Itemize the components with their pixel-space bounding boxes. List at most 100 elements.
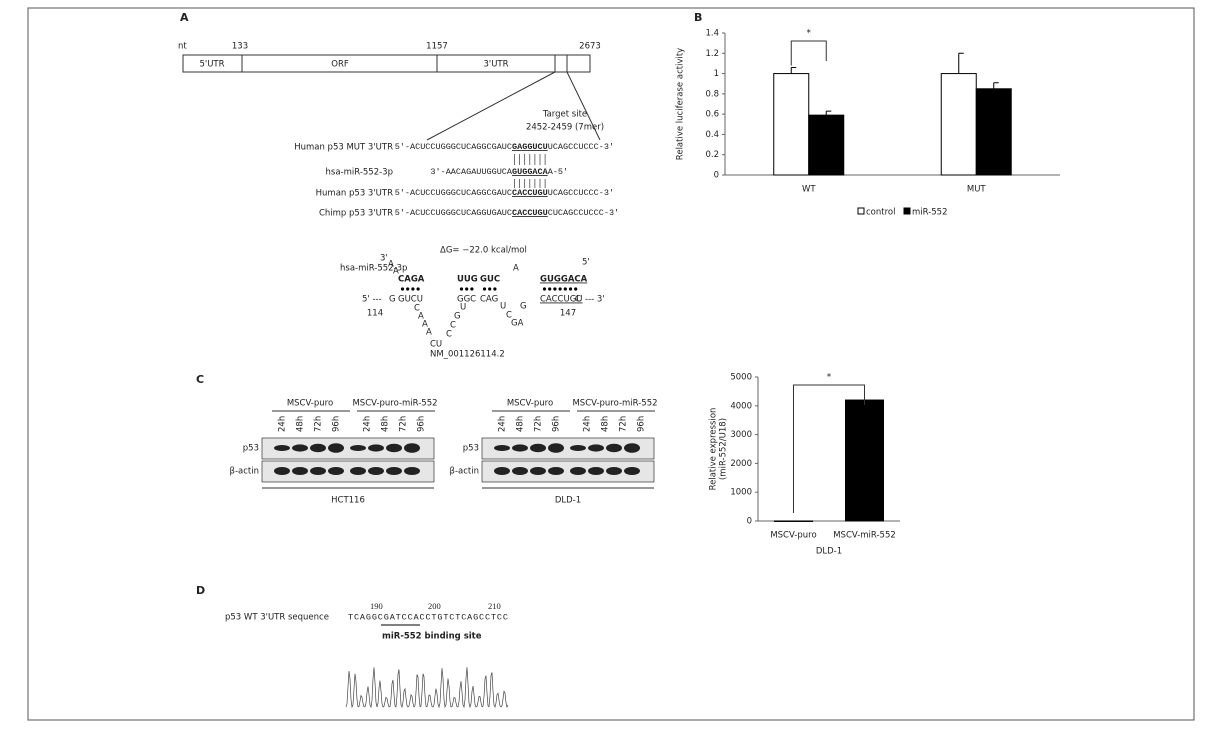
cell-label: DLD-1 (555, 496, 581, 506)
seq-motif: CACCUGU (512, 188, 548, 198)
pair-dot (574, 287, 578, 291)
row-label: β-actin (450, 467, 479, 477)
structure: hsa-miR-552-3p ΔG= −22.0 kcal/mol 114 14… (340, 246, 605, 360)
seq-motif: GAGGUCU (512, 142, 548, 152)
band (310, 467, 326, 475)
lane-label: 96h (552, 416, 562, 432)
pair-dot (542, 287, 547, 291)
band (588, 444, 604, 452)
nucleotide: G (454, 312, 461, 322)
seq-motif: GUGGACA (512, 167, 549, 177)
bar (940, 73, 977, 176)
sig-star: * (807, 29, 811, 39)
nucleotide: U (460, 303, 466, 313)
y-axis-label: Relative luciferase activity (676, 48, 686, 160)
region: ORF (331, 60, 349, 70)
lane-label: 24h (583, 416, 593, 432)
nucleotide: G (389, 295, 396, 305)
band (588, 467, 604, 475)
nucleotide: GGC (457, 295, 476, 305)
panel-label: A (180, 11, 189, 24)
pair-dot (563, 287, 567, 291)
lane-label: 24h (363, 416, 373, 432)
lane-label: 48h (381, 416, 391, 432)
band (530, 467, 546, 475)
pair-dot (488, 287, 492, 291)
lane-label: 48h (296, 416, 306, 432)
position: 2673 (579, 42, 601, 52)
x-tick-label: MUT (967, 185, 987, 195)
y-tick-label: 0.4 (705, 130, 719, 140)
sequence: TCAGGCGATCCACCTGTCTCAGCCTCC (348, 612, 508, 622)
band (404, 443, 420, 453)
position: 114 (367, 309, 383, 319)
band (274, 467, 290, 475)
seq-motif: CACCUGU (512, 208, 548, 218)
seq-part: 3'-AACAGAUUGGUCA (430, 167, 513, 177)
pair-dot (411, 287, 415, 291)
legend-swatch (857, 207, 865, 215)
blot (261, 460, 435, 483)
pair-dot (400, 287, 405, 291)
position: 210 (488, 601, 501, 611)
legend-label: control (866, 208, 895, 218)
lane-label: 72h (399, 416, 409, 432)
pair-dot (548, 287, 552, 291)
nucleotide: UUG (457, 275, 478, 285)
align-seq: 5'-ACUCCUGGGCUCAGGUGAUCCACCUGUCUCAGCCUCC… (395, 208, 619, 218)
x-tick-label: MSCV-miR-552 (833, 531, 896, 541)
y-tick-label: 0 (714, 171, 719, 181)
position: 200 (428, 601, 441, 611)
band (570, 445, 586, 451)
band (350, 467, 366, 475)
y-tick-label: 1.2 (705, 49, 719, 59)
panel-label: D (196, 584, 205, 597)
pair-dot (558, 287, 562, 291)
pair-dot (470, 287, 474, 291)
band (404, 467, 420, 475)
lane-label: 48h (601, 416, 611, 432)
charts: 0 0.2 0.4 0.6 0.8 1 1.2 1.4 Relative luciferase … (676, 29, 1060, 557)
unit: nt (178, 42, 187, 52)
nucleotide: C (506, 311, 512, 321)
alignment: Human p53 MUT 3'UTR 5'-ACUCCUGGGCUCAGGCGA… (294, 142, 619, 218)
band (350, 445, 366, 451)
y-tick-label: 5000 (730, 373, 752, 383)
band (606, 467, 622, 475)
bar (774, 520, 813, 522)
sig-bracket (790, 40, 827, 66)
nucleotide: GUC (480, 275, 500, 285)
pair-dot (406, 287, 410, 291)
row-label: β-actin (230, 467, 259, 477)
seq-part: CUCAGCCUCCC-3' (548, 208, 619, 218)
x-tick-label: MSCV-puro (770, 531, 816, 541)
y-tick-label: 1 (714, 69, 719, 79)
nucleotide: CAG (480, 295, 498, 305)
blot (481, 460, 655, 483)
nucleotide: CAGA (398, 275, 425, 285)
bar (773, 73, 810, 176)
panel-label: B (694, 11, 702, 24)
seq-title: p53 WT 3'UTR sequence (225, 613, 329, 623)
row-label: p53 (243, 444, 259, 454)
position: 133 (232, 42, 248, 52)
y-tick-label: 2000 (730, 459, 752, 469)
y-axis-label: (miR-552/U18) (719, 418, 729, 480)
align-seq: 3'-AACAGAUUGGUCAGUGGACAA-5' (430, 167, 568, 177)
delta-g: ΔG= −22.0 kcal/mol (440, 246, 527, 256)
target-site: Target site (542, 110, 587, 120)
group-label: MSCV-puro (507, 399, 553, 409)
y-tick-label: 0.6 (705, 110, 719, 120)
band (570, 467, 586, 475)
y-tick-label: 0 (747, 517, 752, 527)
seq-part: 5'-ACUCCUGGGCUCAGGCGAUC (395, 142, 512, 152)
mirna: hsa-miR-552-3p (340, 264, 407, 274)
region: 3'UTR (483, 60, 508, 70)
band (368, 444, 384, 452)
sig-star: * (827, 373, 831, 383)
nucleotide: 3' (380, 254, 388, 264)
cell-label: HCT116 (331, 496, 365, 506)
pair-dot (568, 287, 573, 291)
